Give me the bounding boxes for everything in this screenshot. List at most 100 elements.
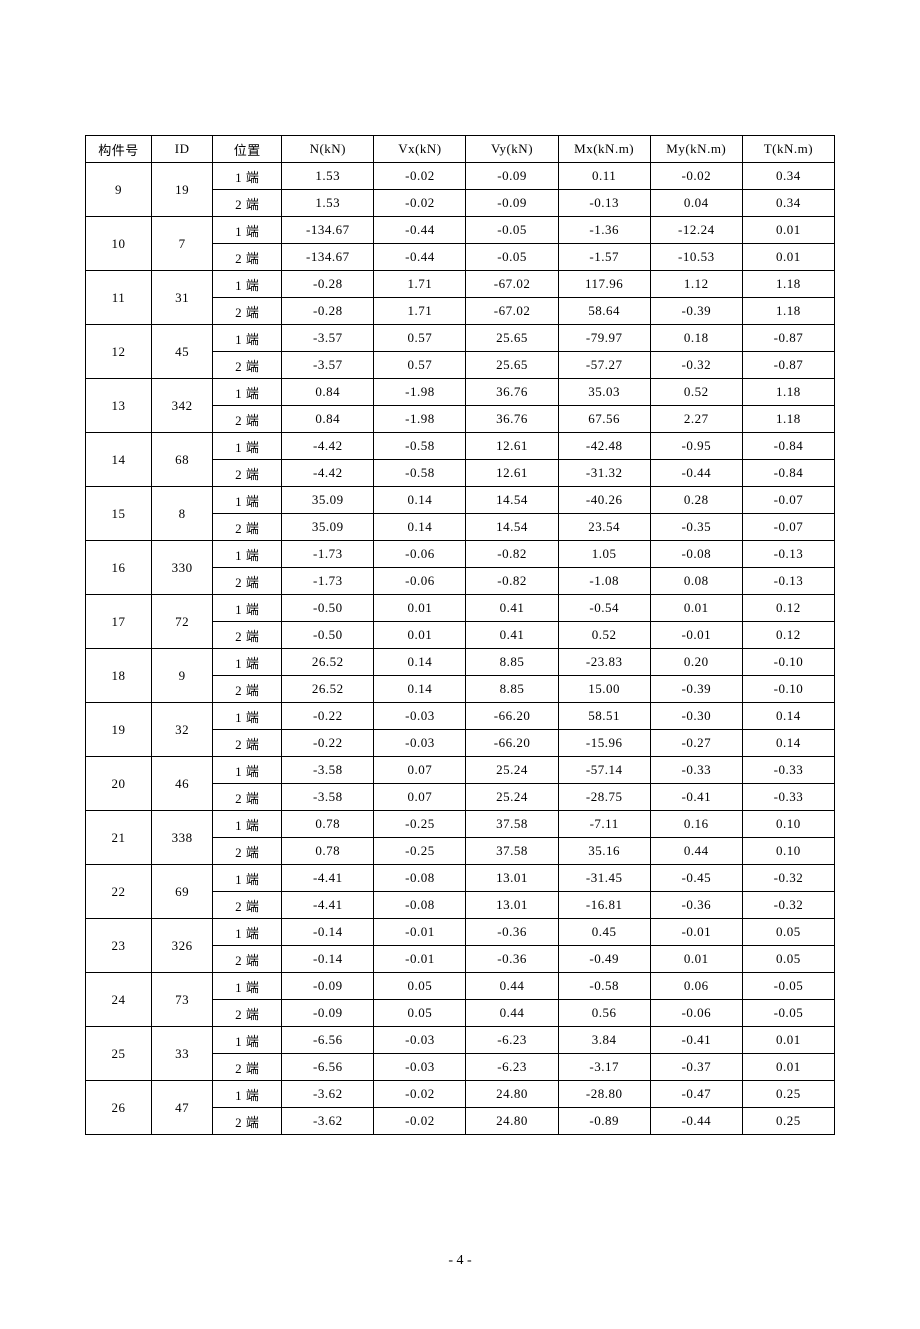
value-cell: 35.03 (558, 379, 650, 406)
value-cell: 0.41 (466, 595, 558, 622)
value-cell: -6.23 (466, 1054, 558, 1081)
value-cell: -0.05 (742, 973, 834, 1000)
value-cell: -0.58 (374, 433, 466, 460)
position-cell: 1 端 (213, 217, 282, 244)
table-body: 9191 端1.53-0.02-0.090.11-0.020.342 端1.53… (86, 163, 835, 1135)
table-row: 1071 端-134.67-0.44-0.05-1.36-12.240.01 (86, 217, 835, 244)
value-cell: -10.53 (650, 244, 742, 271)
value-cell: 0.14 (742, 730, 834, 757)
value-cell: -3.58 (282, 757, 374, 784)
value-cell: -0.95 (650, 433, 742, 460)
position-cell: 1 端 (213, 379, 282, 406)
value-cell: 37.58 (466, 811, 558, 838)
value-cell: -0.39 (650, 298, 742, 325)
position-cell: 2 端 (213, 406, 282, 433)
value-cell: 1.53 (282, 190, 374, 217)
value-cell: 0.01 (374, 595, 466, 622)
value-cell: 0.05 (374, 973, 466, 1000)
position-cell: 2 端 (213, 460, 282, 487)
value-cell: -0.58 (374, 460, 466, 487)
value-cell: 0.84 (282, 379, 374, 406)
value-cell: 0.25 (742, 1108, 834, 1135)
value-cell: -0.84 (742, 433, 834, 460)
position-cell: 2 端 (213, 352, 282, 379)
value-cell: -0.09 (466, 190, 558, 217)
id-cell: 9 (151, 649, 212, 703)
column-header: N(kN) (282, 136, 374, 163)
id-cell: 73 (151, 973, 212, 1027)
value-cell: 13.01 (466, 892, 558, 919)
value-cell: -0.08 (650, 541, 742, 568)
value-cell: 58.64 (558, 298, 650, 325)
value-cell: 12.61 (466, 460, 558, 487)
value-cell: -0.33 (742, 757, 834, 784)
table-row: 163301 端-1.73-0.06-0.821.05-0.08-0.13 (86, 541, 835, 568)
member-id-cell: 16 (86, 541, 152, 595)
table-row: 1581 端35.090.1414.54-40.260.28-0.07 (86, 487, 835, 514)
value-cell: 37.58 (466, 838, 558, 865)
column-header: Mx(kN.m) (558, 136, 650, 163)
value-cell: -0.06 (374, 541, 466, 568)
value-cell: 14.54 (466, 487, 558, 514)
value-cell: 0.12 (742, 622, 834, 649)
value-cell: 1.18 (742, 379, 834, 406)
value-cell: -1.08 (558, 568, 650, 595)
value-cell: -0.89 (558, 1108, 650, 1135)
value-cell: 1.18 (742, 406, 834, 433)
value-cell: -0.03 (374, 1027, 466, 1054)
id-cell: 19 (151, 163, 212, 217)
value-cell: -0.14 (282, 946, 374, 973)
value-cell: -0.50 (282, 622, 374, 649)
value-cell: -0.27 (650, 730, 742, 757)
value-cell: -0.09 (282, 973, 374, 1000)
column-header: T(kN.m) (742, 136, 834, 163)
value-cell: -0.10 (742, 676, 834, 703)
column-header: ID (151, 136, 212, 163)
table-row: 11311 端-0.281.71-67.02117.961.121.18 (86, 271, 835, 298)
value-cell: -0.07 (742, 487, 834, 514)
value-cell: -0.13 (742, 541, 834, 568)
position-cell: 2 端 (213, 1054, 282, 1081)
member-id-cell: 18 (86, 649, 152, 703)
table-row: 1891 端26.520.148.85-23.830.20-0.10 (86, 649, 835, 676)
value-cell: -0.08 (374, 892, 466, 919)
value-cell: -4.41 (282, 865, 374, 892)
position-cell: 1 端 (213, 595, 282, 622)
member-id-cell: 15 (86, 487, 152, 541)
value-cell: -4.42 (282, 433, 374, 460)
value-cell: -15.96 (558, 730, 650, 757)
value-cell: -0.07 (742, 514, 834, 541)
column-header: Vy(kN) (466, 136, 558, 163)
position-cell: 2 端 (213, 838, 282, 865)
value-cell: -0.03 (374, 1054, 466, 1081)
value-cell: -134.67 (282, 244, 374, 271)
value-cell: -0.49 (558, 946, 650, 973)
value-cell: -0.32 (742, 892, 834, 919)
value-cell: 1.71 (374, 298, 466, 325)
position-cell: 1 端 (213, 487, 282, 514)
value-cell: 0.16 (650, 811, 742, 838)
table-row: 133421 端0.84-1.9836.7635.030.521.18 (86, 379, 835, 406)
id-cell: 342 (151, 379, 212, 433)
value-cell: 0.20 (650, 649, 742, 676)
value-cell: -0.44 (374, 244, 466, 271)
value-cell: -66.20 (466, 703, 558, 730)
value-cell: -0.13 (742, 568, 834, 595)
value-cell: -0.01 (374, 946, 466, 973)
value-cell: 0.78 (282, 838, 374, 865)
table-row: 25331 端-6.56-0.03-6.233.84-0.410.01 (86, 1027, 835, 1054)
value-cell: 25.65 (466, 352, 558, 379)
position-cell: 2 端 (213, 190, 282, 217)
value-cell: 0.44 (650, 838, 742, 865)
member-id-cell: 10 (86, 217, 152, 271)
value-cell: -67.02 (466, 298, 558, 325)
table-row: 233261 端-0.14-0.01-0.360.45-0.010.05 (86, 919, 835, 946)
value-cell: -0.47 (650, 1081, 742, 1108)
value-cell: -23.83 (558, 649, 650, 676)
value-cell: -0.25 (374, 811, 466, 838)
value-cell: 25.65 (466, 325, 558, 352)
value-cell: 0.01 (650, 595, 742, 622)
position-cell: 2 端 (213, 784, 282, 811)
value-cell: 13.01 (466, 865, 558, 892)
value-cell: 0.14 (374, 676, 466, 703)
